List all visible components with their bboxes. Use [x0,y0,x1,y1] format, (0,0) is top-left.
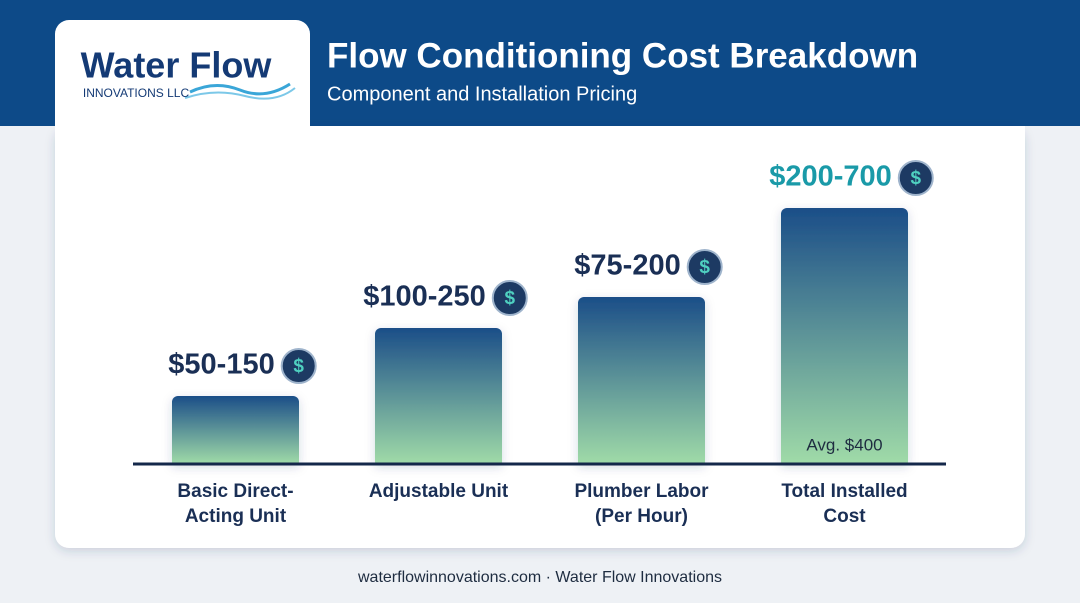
price-label: $200-700 [769,161,892,193]
bar [578,297,705,464]
bar [375,328,502,464]
logo-card [55,20,310,126]
coin-symbol: $ [699,257,710,278]
coin-icon [491,280,528,316]
logo-wave [184,87,296,100]
title: Flow Conditioning Cost Breakdown [327,36,918,75]
coin-icon [686,249,723,285]
category-label: Basic Direct- [177,481,293,502]
coin-icon [897,160,934,196]
logo-wave [189,82,291,96]
price-label: $100-250 [363,281,486,313]
footer: waterflowinnovations.com · Water Flow In… [357,569,722,586]
logo-name: Water Flow [81,45,273,86]
category-label: Adjustable Unit [369,481,509,502]
price-label: $50-150 [168,349,274,381]
bar [172,396,299,464]
logo-tagline: INNOVATIONS LLC [83,86,190,100]
bar [781,208,908,464]
subtitle: Component and Installation Pricing [327,83,637,105]
price-label: $75-200 [574,250,680,282]
coin-symbol: $ [504,288,515,309]
coin-icon [280,348,317,384]
category-label: Acting Unit [185,506,287,527]
category-label: (Per Hour) [595,506,688,527]
coin-symbol: $ [293,356,304,377]
category-label: Plumber Labor [574,481,709,502]
bar-note: Avg. $400 [806,435,882,454]
category-label: Cost [823,506,866,527]
category-label: Total Installed [781,481,907,502]
coin-symbol: $ [910,168,921,189]
chart-card-top [55,126,1025,156]
